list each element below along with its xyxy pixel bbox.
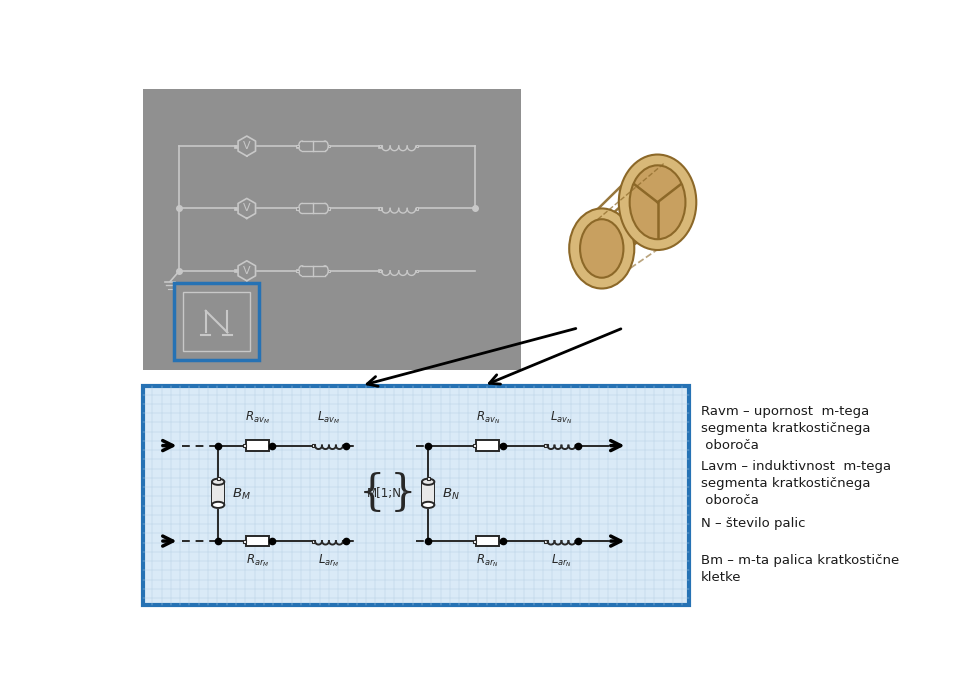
Bar (426, 477, 429, 480)
Ellipse shape (211, 502, 224, 508)
Bar (269, 540, 272, 542)
Bar (301, 141, 325, 151)
Bar (328, 269, 330, 272)
Text: {: { (358, 473, 385, 514)
Bar (476, 536, 499, 547)
Bar (473, 540, 476, 542)
Bar (377, 207, 381, 210)
Bar (328, 145, 330, 147)
Text: M[1;N]: M[1;N] (367, 487, 406, 500)
Bar (142, 386, 689, 605)
Text: V: V (243, 266, 250, 276)
Bar (234, 207, 237, 210)
Bar (297, 269, 298, 272)
Bar (379, 269, 381, 272)
Ellipse shape (422, 479, 434, 485)
Text: $L_{av_N}$: $L_{av_N}$ (549, 410, 572, 426)
Bar (377, 144, 381, 148)
Ellipse shape (322, 266, 328, 276)
Bar (544, 540, 547, 542)
Text: $R_{av_N}$: $R_{av_N}$ (475, 410, 499, 426)
Bar (296, 207, 298, 210)
Bar (343, 444, 346, 447)
Bar (297, 207, 298, 209)
Bar (328, 207, 330, 209)
Text: Ravm – upornost  m-tega
segmenta kratkostičnega
 oboroča: Ravm – upornost m-tega segmenta kratkost… (701, 405, 869, 452)
Ellipse shape (422, 502, 434, 508)
Bar (343, 540, 346, 542)
Ellipse shape (629, 165, 685, 239)
Bar (312, 444, 315, 447)
Text: $L_{ar_N}$: $L_{ar_N}$ (550, 553, 572, 569)
Bar (473, 444, 476, 447)
Ellipse shape (211, 479, 224, 485)
Text: Lavm – induktivnost  m-tega
segmenta kratkostičnega
 oboroča: Lavm – induktivnost m-tega segmenta krat… (701, 460, 891, 507)
Text: V: V (243, 141, 250, 151)
Bar (575, 444, 578, 447)
Bar (297, 145, 298, 147)
Ellipse shape (322, 141, 328, 151)
Ellipse shape (298, 203, 304, 214)
Bar (296, 144, 298, 148)
Bar (499, 540, 502, 542)
Text: N – število palic: N – število palic (701, 517, 804, 530)
Bar (173, 283, 259, 360)
Ellipse shape (322, 203, 328, 214)
Bar (301, 203, 325, 214)
Bar (377, 269, 381, 272)
Text: V: V (243, 203, 250, 214)
Bar (379, 207, 381, 209)
Bar (422, 482, 434, 505)
Text: $B_M$: $B_M$ (232, 487, 251, 502)
Bar (296, 269, 298, 272)
Text: $L_{av_M}$: $L_{av_M}$ (317, 410, 340, 426)
Bar (269, 444, 272, 447)
Text: $B_N$: $B_N$ (442, 487, 459, 502)
Bar (211, 482, 224, 505)
Bar (234, 144, 237, 148)
Bar (242, 540, 246, 542)
Bar (575, 540, 578, 542)
Bar (234, 269, 237, 272)
Bar (416, 207, 418, 209)
Text: $L_{ar_M}$: $L_{ar_M}$ (318, 553, 339, 569)
Text: $R_{ar_M}$: $R_{ar_M}$ (246, 553, 269, 569)
Ellipse shape (569, 209, 634, 289)
Bar (416, 145, 418, 147)
Ellipse shape (298, 266, 304, 276)
Ellipse shape (298, 141, 304, 151)
Bar (183, 292, 250, 351)
Bar (499, 444, 502, 447)
Text: Bm – m-ta palica kratkostične
kletke: Bm – m-ta palica kratkostične kletke (701, 554, 898, 584)
Bar (544, 444, 547, 447)
Bar (301, 266, 325, 276)
Bar (476, 440, 499, 451)
Text: $R_{av_M}$: $R_{av_M}$ (245, 410, 269, 426)
Bar (216, 477, 219, 480)
Text: }: } (389, 473, 416, 514)
Text: $R_{ar_N}$: $R_{ar_N}$ (476, 553, 499, 569)
Bar (142, 89, 520, 370)
Bar (246, 536, 269, 547)
Ellipse shape (579, 219, 623, 278)
Bar (416, 269, 418, 272)
Ellipse shape (618, 155, 696, 250)
Bar (379, 145, 381, 147)
Bar (246, 440, 269, 451)
Bar (242, 444, 246, 447)
Bar (312, 540, 315, 542)
